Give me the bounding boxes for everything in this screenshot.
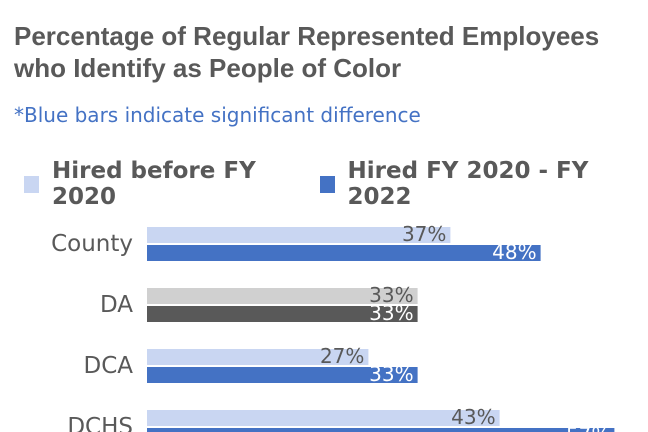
bar-dca-before: [147, 349, 369, 365]
data-label-county-before: 37%: [402, 222, 446, 246]
bar-dchs-after: [147, 428, 615, 432]
bar-dca-after: [147, 367, 418, 383]
category-label-dca: DCA: [83, 353, 133, 379]
bar-da-after: [147, 306, 418, 322]
data-label-dca-before: 27%: [320, 344, 364, 368]
category-label-county: County: [51, 231, 133, 257]
legend-label-before: Hired before FY 2020: [52, 158, 256, 210]
category-label-da: DA: [100, 292, 133, 318]
data-label-dca-after: 33%: [369, 362, 413, 386]
bar-county-before: [147, 227, 451, 243]
data-label-da-after: 33%: [369, 301, 413, 325]
chart-title: Percentage of Regular Represented Employ…: [14, 21, 600, 83]
legend-swatch-before: [24, 175, 40, 193]
bar-county-after: [147, 245, 541, 261]
data-label-dchs-after: 57%: [566, 423, 610, 432]
legend-swatch-after: [319, 175, 335, 193]
legend-item-before: Hired before FY 2020: [24, 158, 296, 210]
bar-dchs-before: [147, 410, 500, 426]
legend-item-after: Hired FY 2020 - FY 2022: [319, 158, 624, 210]
category-label-dchs: DCHS: [67, 414, 133, 432]
chart-subtitle: *Blue bars indicate significant differen…: [14, 103, 421, 127]
legend: Hired before FY 2020 Hired FY 2020 - FY …: [24, 158, 648, 210]
data-label-dchs-before: 43%: [451, 405, 495, 429]
bar-da-before: [147, 288, 418, 304]
legend-label-after: Hired FY 2020 - FY 2022: [347, 158, 589, 210]
data-label-county-after: 48%: [492, 240, 536, 264]
data-label-da-before: 33%: [369, 283, 413, 307]
